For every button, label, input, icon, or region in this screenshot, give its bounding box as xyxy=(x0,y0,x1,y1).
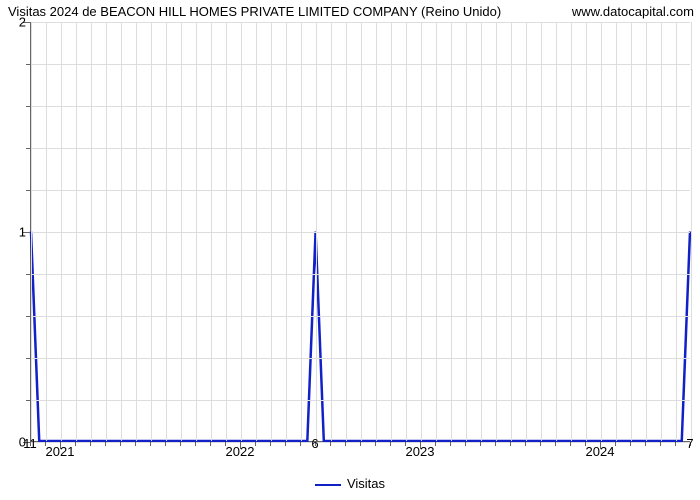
x-tick-minor xyxy=(495,442,496,446)
y-tick-label: 1 xyxy=(6,225,26,240)
x-tick-minor xyxy=(480,442,481,446)
grid-horizontal xyxy=(31,400,690,401)
grid-horizontal xyxy=(31,148,690,149)
y-tick-minor xyxy=(26,64,30,65)
x-tick-minor xyxy=(570,442,571,446)
x-tick-minor xyxy=(330,442,331,446)
x-tick-label: 2023 xyxy=(406,444,435,459)
x-tick-minor xyxy=(660,442,661,446)
x-tick-minor xyxy=(645,442,646,446)
grid-horizontal xyxy=(31,316,690,317)
grid-horizontal xyxy=(31,274,690,275)
x-tick-minor xyxy=(510,442,511,446)
x-tick-minor xyxy=(90,442,91,446)
x-tick-minor xyxy=(525,442,526,446)
x-tick-minor xyxy=(150,442,151,446)
y-tick-minor xyxy=(26,400,30,401)
grid-horizontal xyxy=(31,232,690,233)
x-tick-minor xyxy=(630,442,631,446)
x-tick-minor xyxy=(210,442,211,446)
x-tick-minor xyxy=(165,442,166,446)
grid-horizontal xyxy=(31,22,690,23)
y-tick-minor xyxy=(26,148,30,149)
x-tick-minor xyxy=(120,442,121,446)
x-tick-minor xyxy=(435,442,436,446)
x-tick-minor xyxy=(105,442,106,446)
x-tick-label: 2024 xyxy=(586,444,615,459)
grid-horizontal xyxy=(31,106,690,107)
watermark: www.datocapital.com xyxy=(572,4,694,19)
x-tick-minor xyxy=(300,442,301,446)
peak-month-label: 11 xyxy=(23,436,37,451)
x-tick-minor xyxy=(465,442,466,446)
y-tick-label: 2 xyxy=(6,15,26,30)
legend-swatch xyxy=(315,484,341,486)
x-tick-minor xyxy=(285,442,286,446)
x-tick-minor xyxy=(345,442,346,446)
x-tick-minor xyxy=(615,442,616,446)
x-tick-minor xyxy=(360,442,361,446)
x-tick-minor xyxy=(135,442,136,446)
y-tick-minor xyxy=(26,274,30,275)
y-tick-minor xyxy=(26,190,30,191)
peak-month-label: 6 xyxy=(311,436,318,451)
y-tick-minor xyxy=(26,358,30,359)
x-tick-minor xyxy=(180,442,181,446)
x-tick-minor xyxy=(675,442,676,446)
grid-horizontal xyxy=(31,358,690,359)
x-tick-minor xyxy=(195,442,196,446)
x-tick-minor xyxy=(540,442,541,446)
plot-area xyxy=(30,22,690,442)
x-tick-minor xyxy=(375,442,376,446)
x-tick-minor xyxy=(450,442,451,446)
x-tick-minor xyxy=(270,442,271,446)
x-tick-minor xyxy=(555,442,556,446)
x-tick-label: 2022 xyxy=(226,444,255,459)
grid-horizontal xyxy=(31,190,690,191)
y-tick-minor xyxy=(26,316,30,317)
x-tick-label: 2021 xyxy=(46,444,75,459)
x-tick-minor xyxy=(255,442,256,446)
y-tick-minor xyxy=(26,106,30,107)
x-tick-minor xyxy=(390,442,391,446)
chart-container: Visitas 2024 de BEACON HILL HOMES PRIVAT… xyxy=(0,0,700,500)
grid-horizontal xyxy=(31,64,690,65)
x-tick-minor xyxy=(75,442,76,446)
peak-month-label: 7 xyxy=(686,436,693,451)
legend-label: Visitas xyxy=(347,476,385,491)
legend: Visitas xyxy=(0,476,700,491)
grid-vertical xyxy=(691,22,692,441)
